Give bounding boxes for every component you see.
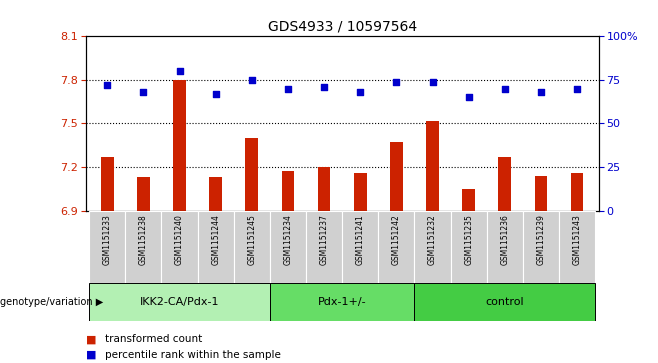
Point (102, 82, 113, 88)
Point (283, 86, 293, 91)
Bar (89, 211, 125, 283)
Bar (282, 171, 294, 211)
Point (463, 94, 474, 100)
Bar (570, 173, 584, 211)
Text: GSM1151232: GSM1151232 (428, 214, 437, 265)
Bar (125, 211, 161, 283)
Bar (209, 177, 222, 211)
Text: IKK2-CA/Pdx-1: IKK2-CA/Pdx-1 (139, 297, 219, 307)
Bar (559, 211, 595, 283)
Point (211, 91, 221, 97)
Bar (234, 211, 270, 283)
Bar (534, 176, 547, 211)
Point (536, 89, 546, 95)
Bar (463, 189, 475, 211)
Point (247, 77, 257, 83)
Text: GSM1151238: GSM1151238 (139, 214, 148, 265)
Text: GSM1151233: GSM1151233 (103, 214, 112, 265)
Bar (523, 211, 559, 283)
Bar (342, 211, 378, 283)
Bar (161, 211, 197, 283)
Text: GSM1151241: GSM1151241 (356, 214, 365, 265)
Text: GSM1151239: GSM1151239 (536, 214, 545, 265)
Text: GSM1151245: GSM1151245 (247, 214, 257, 265)
Bar (306, 211, 342, 283)
Text: GSM1151243: GSM1151243 (572, 214, 582, 265)
Text: transformed count: transformed count (105, 334, 203, 344)
Point (391, 79, 401, 85)
Bar (415, 283, 595, 321)
Text: genotype/variation ▶: genotype/variation ▶ (0, 297, 103, 307)
Bar (415, 211, 451, 283)
Bar (451, 211, 487, 283)
Point (174, 68, 185, 74)
Bar (390, 142, 403, 211)
Bar (137, 177, 150, 211)
Point (355, 89, 365, 95)
Bar (89, 283, 270, 321)
Bar (426, 121, 439, 211)
Text: GSM1151244: GSM1151244 (211, 214, 220, 265)
Point (572, 86, 582, 91)
Text: GSM1151237: GSM1151237 (320, 214, 328, 265)
Text: GSM1151235: GSM1151235 (464, 214, 473, 265)
Text: GSM1151236: GSM1151236 (500, 214, 509, 265)
Title: GDS4933 / 10597564: GDS4933 / 10597564 (268, 20, 417, 34)
Bar (270, 283, 415, 321)
Bar (173, 80, 186, 211)
Bar (270, 211, 306, 283)
Text: control: control (486, 297, 524, 307)
Text: ■: ■ (86, 350, 96, 360)
Text: percentile rank within the sample: percentile rank within the sample (105, 350, 281, 360)
Bar (354, 173, 367, 211)
Text: GSM1151242: GSM1151242 (392, 214, 401, 265)
Point (499, 86, 510, 91)
Bar (318, 167, 330, 211)
Text: Pdx-1+/-: Pdx-1+/- (318, 297, 367, 307)
Bar (378, 211, 415, 283)
Text: GSM1151240: GSM1151240 (175, 214, 184, 265)
Point (319, 84, 330, 90)
Bar (487, 211, 523, 283)
Bar (101, 157, 114, 211)
Bar (499, 157, 511, 211)
Text: ■: ■ (86, 334, 96, 344)
Bar (197, 211, 234, 283)
Point (138, 89, 149, 95)
Text: GSM1151234: GSM1151234 (284, 214, 292, 265)
Bar (245, 138, 258, 211)
Point (427, 79, 438, 85)
